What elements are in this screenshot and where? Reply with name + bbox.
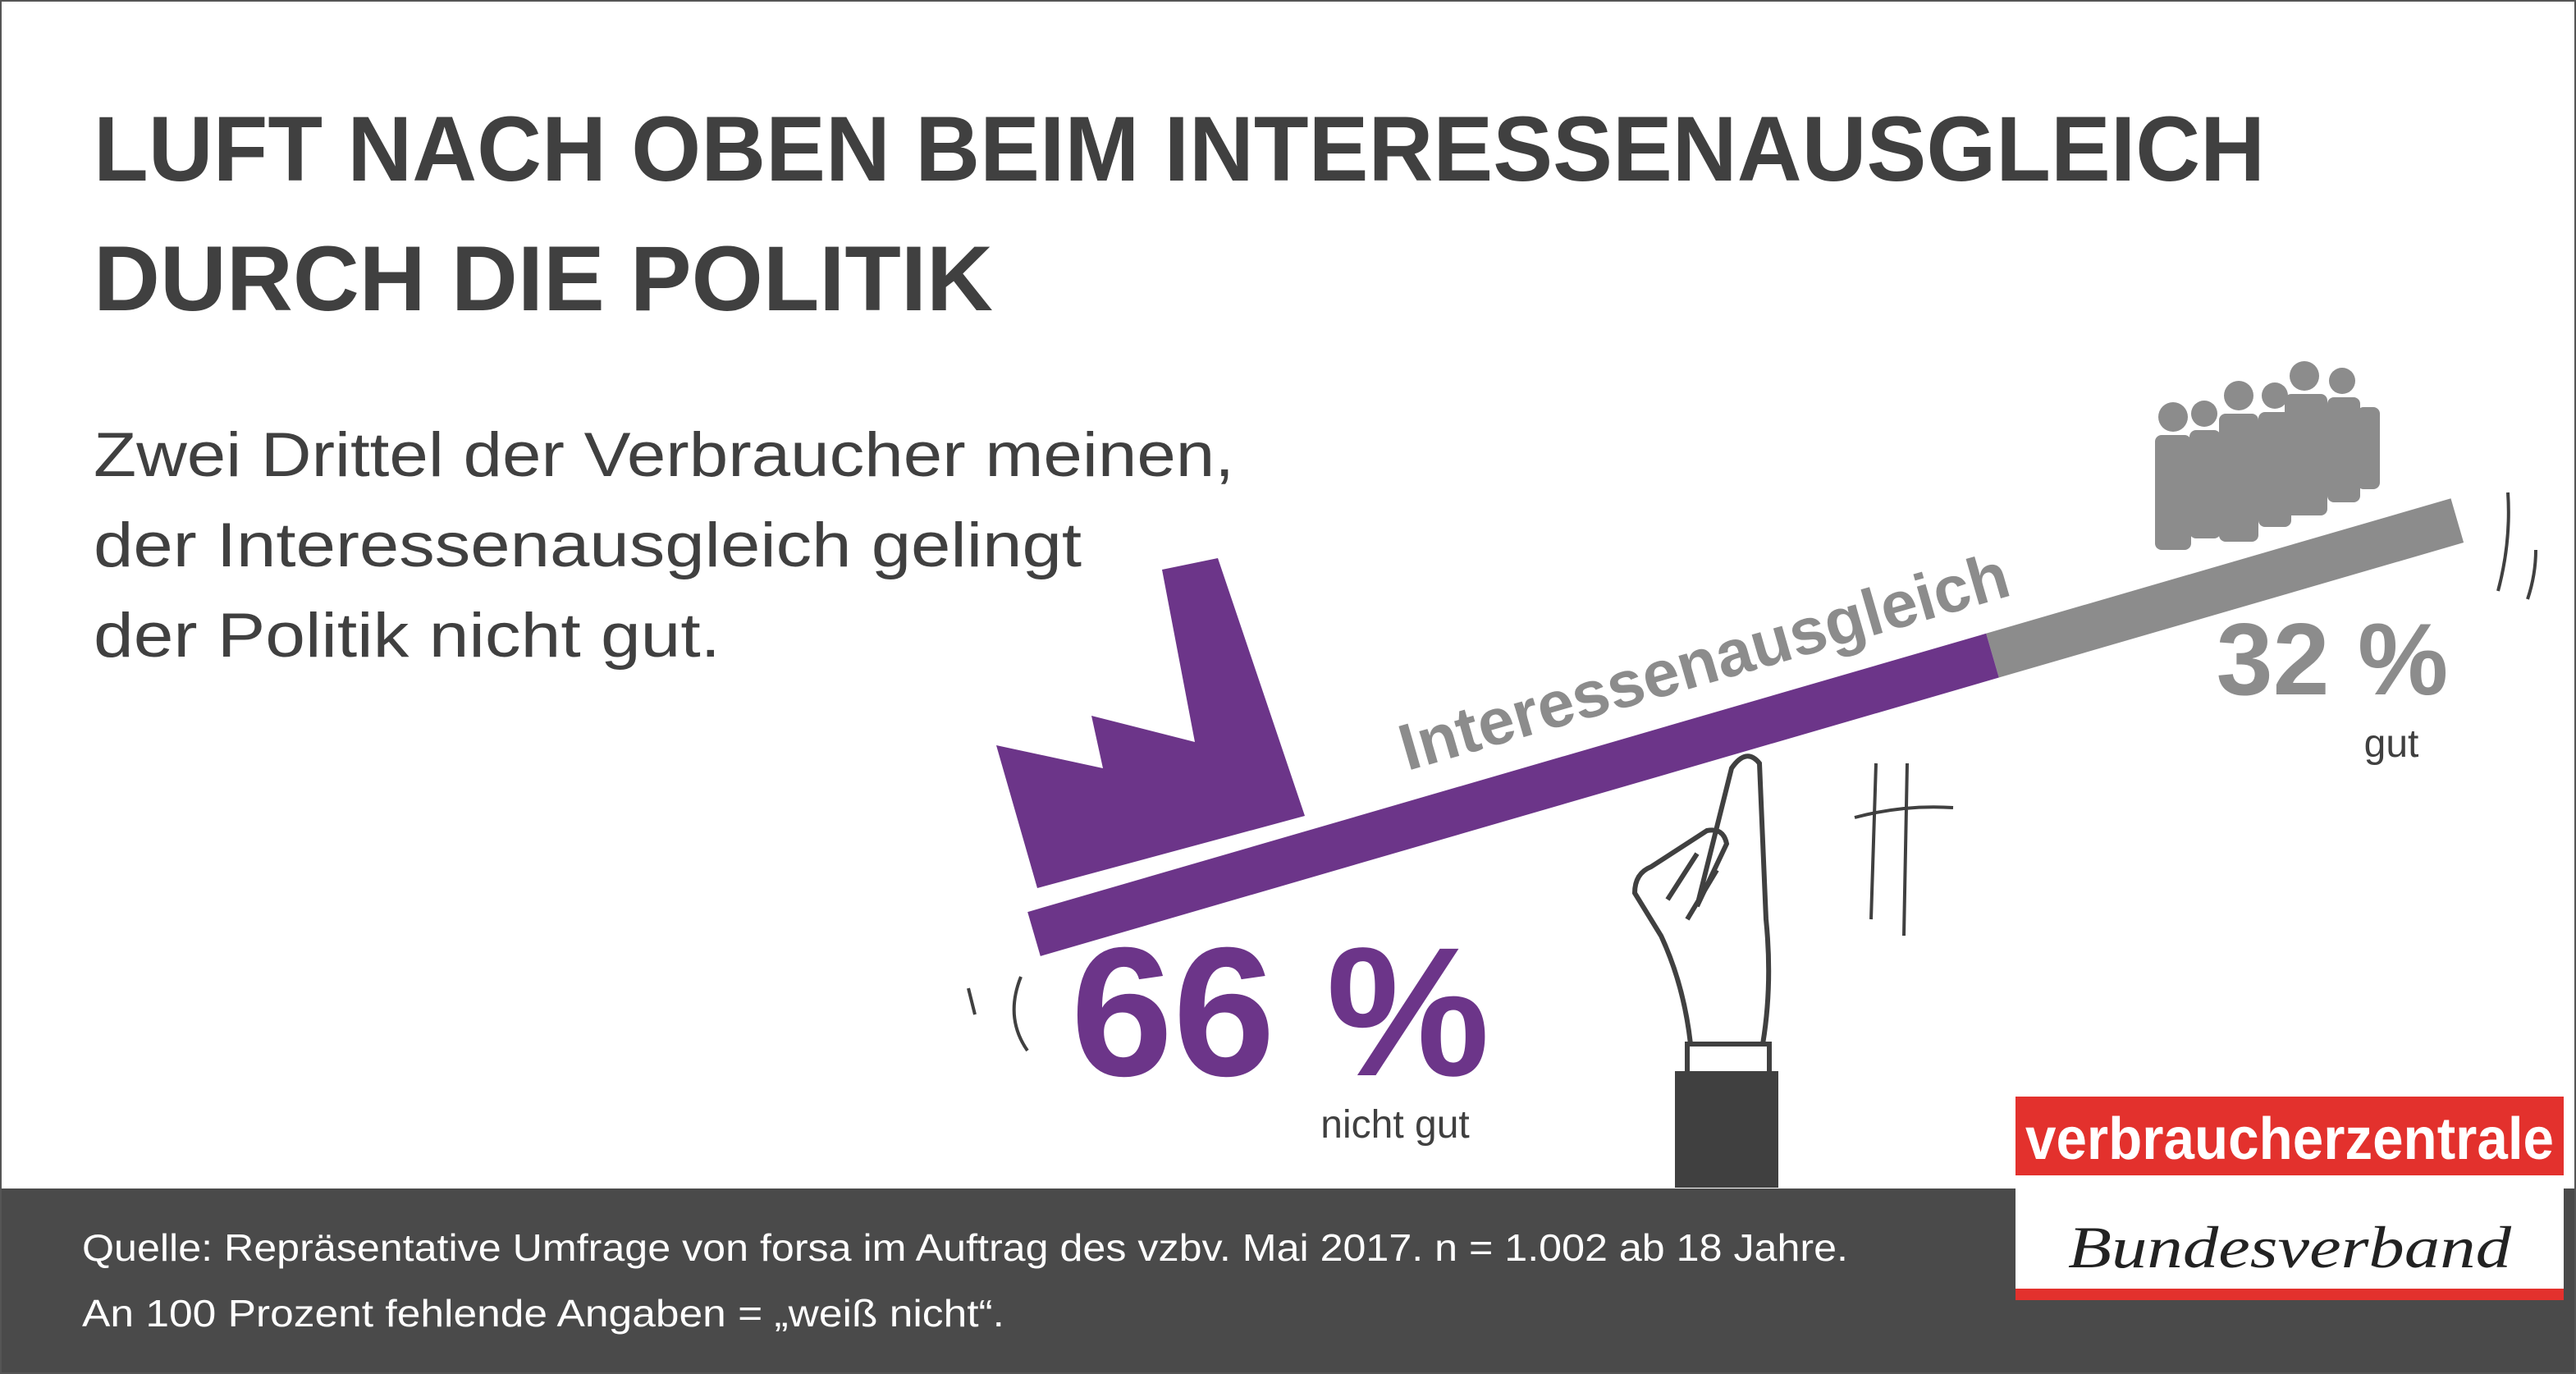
subtitle-line: der Interessenausgleich gelingt — [94, 511, 1082, 580]
value-label: 32 % — [2217, 603, 2449, 717]
beam-segment — [1027, 633, 1999, 956]
beam-segment — [1986, 498, 2464, 678]
logo-name: verbraucherzentrale — [2025, 1106, 2554, 1172]
logo-subtitle: Bundesverband — [2068, 1215, 2512, 1280]
hand-icon — [1631, 753, 1778, 1188]
logo-band — [2016, 1097, 2564, 1175]
title-line: DURCH DIE POLITIK — [94, 227, 993, 330]
source-line: An 100 Prozent fehlende Angaben = „weiß … — [82, 1292, 1004, 1335]
category-label: gut — [2364, 722, 2419, 766]
logo-band — [2016, 1289, 2564, 1300]
source-line: Quelle: Repräsentative Umfrage von forsa… — [82, 1226, 1848, 1269]
title-line: LUFT NACH OBEN BEIM INTERESSENAUSGLEICH — [94, 98, 2265, 200]
subtitle-line: Zwei Drittel der Verbraucher meinen, — [94, 420, 1234, 490]
people-icon — [2155, 361, 2380, 550]
subtitle-line: der Politik nicht gut. — [94, 601, 721, 671]
category-label: nicht gut — [1320, 1103, 1469, 1147]
value-label: 66 % — [1071, 909, 1490, 1115]
crown-icon — [996, 558, 1305, 888]
motion-lines — [967, 492, 2537, 1052]
